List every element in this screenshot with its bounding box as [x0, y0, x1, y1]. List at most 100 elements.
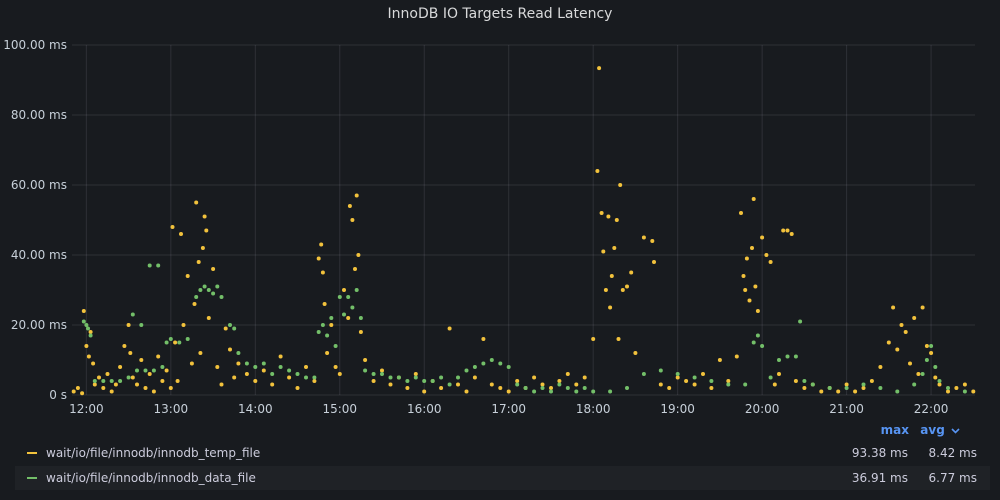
- data-point: [139, 358, 144, 362]
- data-point: [739, 211, 743, 215]
- data-point: [844, 386, 849, 390]
- data-point: [143, 386, 148, 390]
- data-point: [827, 386, 832, 390]
- data-point: [329, 316, 334, 320]
- legend-item-innodb-data-file[interactable]: wait/io/file/innodb/innodb_data_file 36.…: [15, 466, 990, 490]
- data-point: [933, 365, 938, 369]
- data-point: [130, 312, 135, 317]
- data-point: [179, 232, 183, 236]
- legend-item-innodb-temp-file[interactable]: wait/io/file/innodb/innodb_temp_file 93.…: [15, 441, 990, 465]
- data-point: [168, 337, 173, 341]
- data-point: [755, 333, 760, 338]
- data-point: [84, 344, 89, 348]
- data-point: [109, 389, 114, 394]
- data-point: [557, 382, 562, 387]
- data-point: [764, 253, 769, 257]
- data-point: [709, 386, 714, 390]
- data-point: [895, 347, 900, 352]
- data-point: [337, 372, 342, 376]
- data-point: [954, 386, 959, 390]
- data-point: [853, 389, 858, 394]
- legend-avg-header[interactable]: avg: [920, 423, 960, 437]
- data-point: [962, 389, 967, 394]
- data-point: [413, 375, 418, 380]
- data-point: [650, 239, 655, 243]
- x-tick-label: 15:00: [322, 402, 357, 416]
- data-point: [322, 302, 327, 306]
- data-point: [908, 361, 912, 366]
- data-point: [515, 379, 520, 383]
- data-point: [692, 382, 697, 387]
- data-point: [768, 375, 773, 380]
- data-point: [785, 228, 790, 233]
- data-point: [750, 246, 754, 250]
- data-point: [768, 260, 773, 264]
- data-point: [91, 361, 96, 366]
- data-point: [325, 333, 330, 338]
- data-point: [358, 330, 363, 334]
- data-point: [88, 330, 93, 334]
- data-point: [363, 358, 368, 362]
- data-point: [86, 326, 90, 331]
- data-point: [312, 379, 317, 383]
- data-point: [532, 389, 537, 394]
- data-point: [232, 326, 237, 331]
- data-point: [565, 386, 570, 390]
- legend-series-name: wait/io/file/innodb/innodb_data_file: [46, 471, 256, 485]
- data-point: [753, 284, 758, 289]
- legend-max-header[interactable]: max: [880, 423, 909, 437]
- y-tick-label: 80.00 ms: [11, 108, 67, 122]
- data-point: [80, 391, 85, 396]
- data-point: [371, 372, 376, 376]
- data-point: [717, 358, 722, 362]
- data-point: [350, 218, 355, 222]
- data-point: [620, 288, 625, 292]
- x-tick-label: 21:00: [829, 402, 864, 416]
- data-point: [329, 323, 334, 327]
- data-point: [743, 382, 748, 387]
- data-point: [489, 382, 494, 387]
- data-point: [456, 382, 460, 387]
- panel-title[interactable]: InnoDB IO Targets Read Latency: [387, 6, 613, 22]
- data-point: [185, 274, 190, 278]
- x-tick-label: 16:00: [407, 402, 442, 416]
- data-point: [316, 256, 321, 261]
- data-point: [206, 288, 211, 292]
- data-point: [946, 386, 950, 390]
- data-point: [912, 316, 917, 320]
- data-point: [667, 386, 672, 390]
- data-point: [675, 372, 680, 376]
- data-point: [88, 333, 93, 338]
- data-point: [603, 288, 608, 292]
- data-point: [206, 316, 211, 320]
- data-point: [92, 379, 97, 383]
- data-point: [320, 323, 325, 327]
- data-point: [498, 361, 503, 366]
- scatter-chart[interactable]: 0 s 20.00 ms 40.00 ms 60.00 ms 80.00 ms 100.0…: [0, 0, 1000, 420]
- data-point: [143, 368, 148, 373]
- data-point: [81, 319, 86, 324]
- data-point: [173, 340, 178, 345]
- data-point: [228, 323, 232, 327]
- data-point: [198, 288, 203, 292]
- data-point: [388, 375, 393, 380]
- data-point: [342, 312, 346, 317]
- data-point: [652, 260, 656, 264]
- y-tick-label: 100.00 ms: [3, 38, 67, 52]
- data-point: [532, 375, 537, 380]
- series-innodb-data-file-points: [81, 263, 967, 394]
- data-point: [194, 200, 199, 205]
- data-point: [151, 368, 156, 373]
- data-point: [895, 389, 900, 394]
- y-tick-label: 0 s: [49, 388, 67, 402]
- data-point: [595, 169, 600, 173]
- data-point: [701, 372, 705, 376]
- data-point: [215, 284, 220, 289]
- series-innodb-temp-file-points: [71, 66, 976, 396]
- data-point: [591, 337, 596, 341]
- data-point: [810, 382, 815, 387]
- data-point: [920, 305, 925, 310]
- data-point: [219, 382, 224, 387]
- data-point: [675, 375, 680, 380]
- data-point: [128, 351, 133, 355]
